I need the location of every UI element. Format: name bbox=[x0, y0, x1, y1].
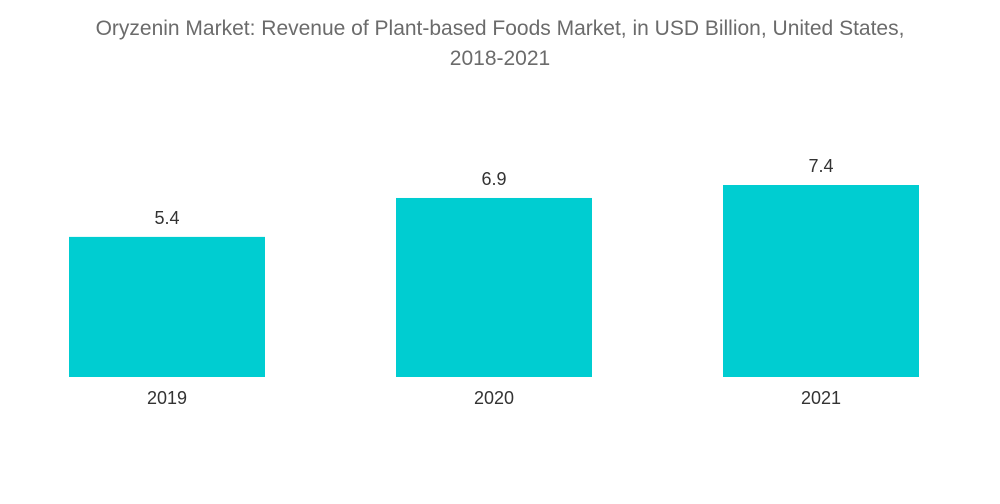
chart-title-line-2: 2018-2021 bbox=[449, 47, 551, 70]
chart-title-line-1: Oryzenin Market: Revenue of Plant-based … bbox=[95, 17, 905, 40]
data-label-2021: 7.4 bbox=[808, 156, 833, 176]
bar-2021 bbox=[723, 185, 919, 377]
data-label-2020: 6.9 bbox=[481, 169, 506, 189]
x-tick-label-2021: 2021 bbox=[801, 388, 841, 408]
bar-2020 bbox=[396, 197, 592, 377]
data-label-2019: 5.4 bbox=[154, 208, 179, 228]
x-tick-label-2019: 2019 bbox=[147, 388, 187, 408]
bar-2019 bbox=[69, 236, 265, 377]
x-tick-label-2020: 2020 bbox=[474, 388, 514, 408]
chart-title: Oryzenin Market: Revenue of Plant-based … bbox=[0, 14, 1000, 74]
